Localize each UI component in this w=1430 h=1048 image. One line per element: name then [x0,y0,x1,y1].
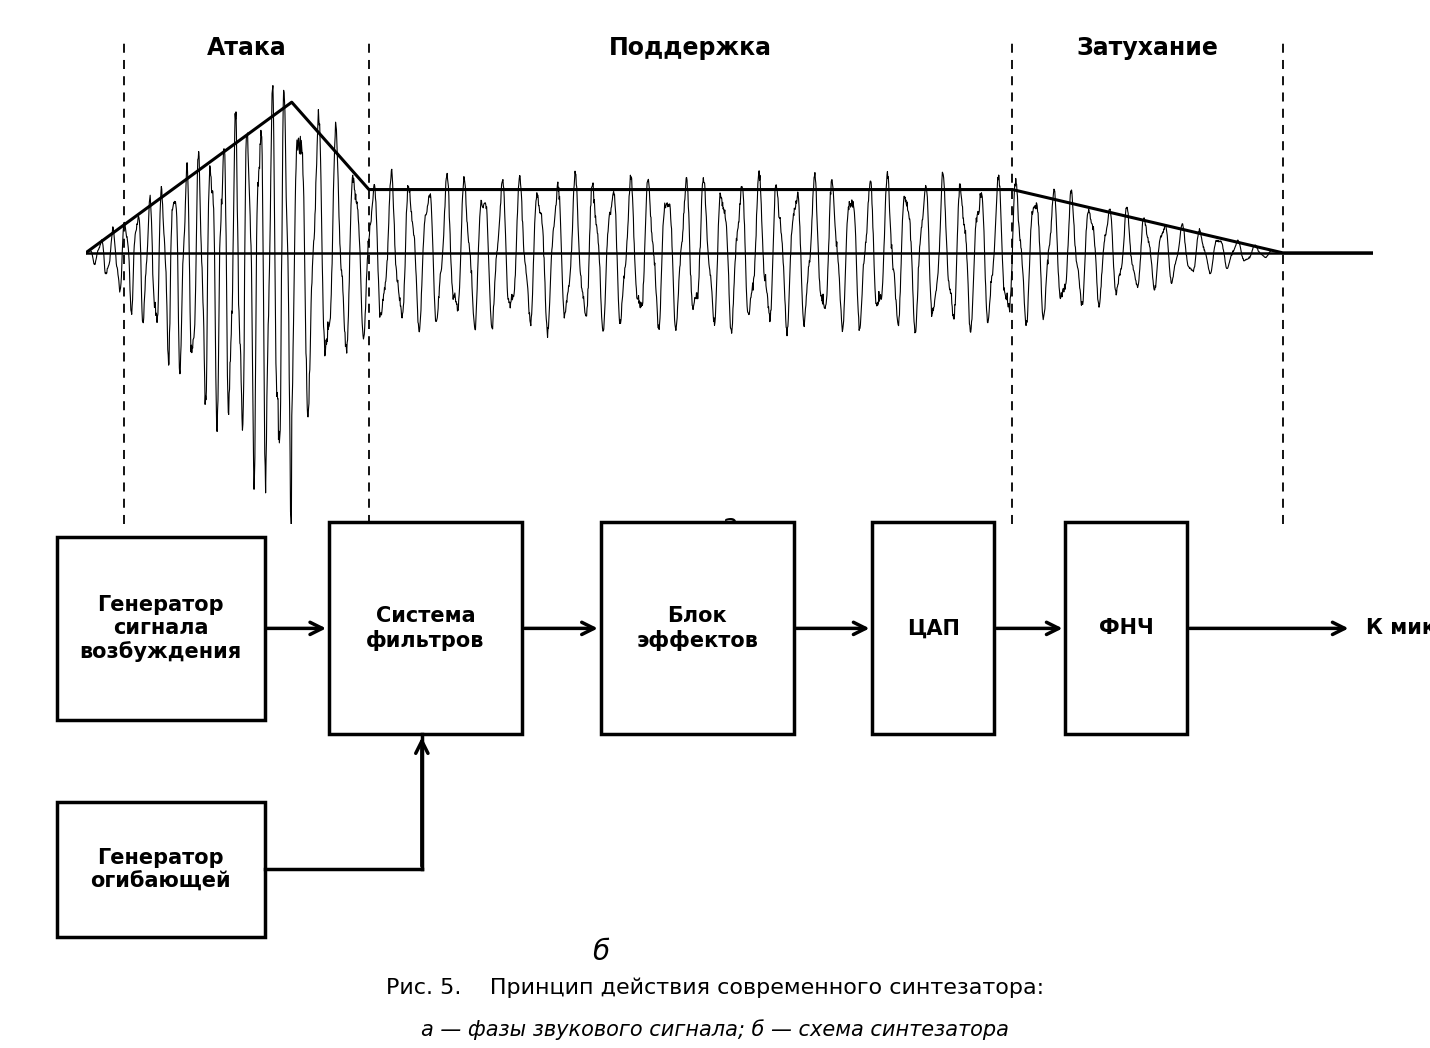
Text: Рис. 5.    Принцип действия современного синтезатора:: Рис. 5. Принцип действия современного си… [386,978,1044,998]
Text: а: а [721,512,738,540]
Text: ФНЧ: ФНЧ [1098,618,1154,638]
Bar [57,802,265,937]
Text: Генератор
огибающей: Генератор огибающей [90,848,232,891]
Text: Атака: Атака [207,36,286,60]
Text: Система
фильтров: Система фильтров [366,606,485,651]
Text: К микшеру: К микшеру [1366,618,1430,638]
Bar [601,522,794,735]
Text: Генератор
сигнала
возбуждения: Генератор сигнала возбуждения [80,594,242,662]
Bar [872,522,994,735]
Bar [57,537,265,720]
Bar [329,522,522,735]
Bar [1065,522,1187,735]
Text: Поддержка: Поддержка [609,36,772,60]
Text: б: б [592,938,609,966]
Text: а — фазы звукового сигнала; б — схема синтезатора: а — фазы звукового сигнала; б — схема си… [420,1019,1010,1040]
Text: Блок
эффектов: Блок эффектов [636,606,758,651]
Text: ЦАП: ЦАП [907,618,960,638]
Text: Затухание: Затухание [1077,36,1218,60]
